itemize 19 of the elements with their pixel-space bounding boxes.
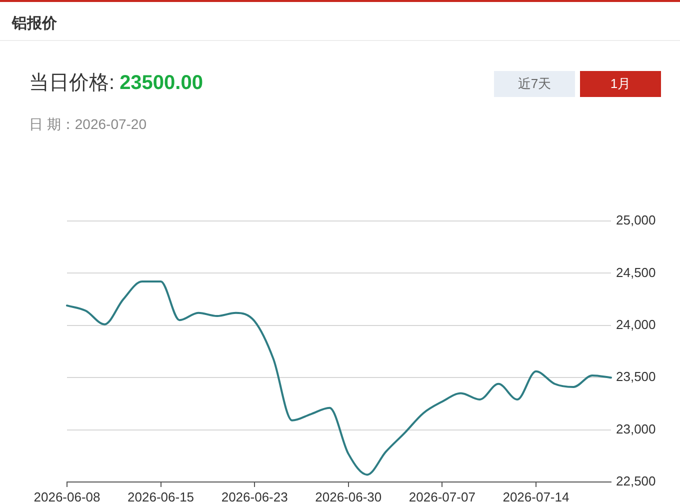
tab-button: 近7天 — [494, 71, 575, 97]
y-tick-label: 23,000 — [616, 421, 656, 436]
x-tick-label: 2026-07-14 — [502, 489, 570, 503]
x-tick-label: 2026-07-07 — [408, 489, 476, 503]
tab-button: 1月 — [580, 71, 661, 97]
text: 当日价格: — [29, 72, 115, 94]
x-tick-label: 2026-06-30 — [315, 489, 382, 503]
x-tick-label: 2026-06-15 — [128, 489, 194, 503]
x-tick-label: 2026-06-08 — [34, 489, 100, 503]
text: 日 期：2026-07-20 — [29, 115, 147, 133]
y-tick-label: 25,000 — [616, 212, 656, 228]
y-tick-label: 24,000 — [616, 316, 656, 332]
chart-title: 铝报价 — [12, 14, 57, 34]
y-tick-label: 23,500 — [616, 369, 656, 384]
text: 23500.00 — [120, 72, 203, 94]
y-tick-label: 22,500 — [616, 474, 656, 489]
y-tick-label: 24,500 — [616, 264, 656, 280]
x-tick-label: 2026-06-23 — [221, 489, 288, 503]
line-series — [66, 280, 612, 476]
